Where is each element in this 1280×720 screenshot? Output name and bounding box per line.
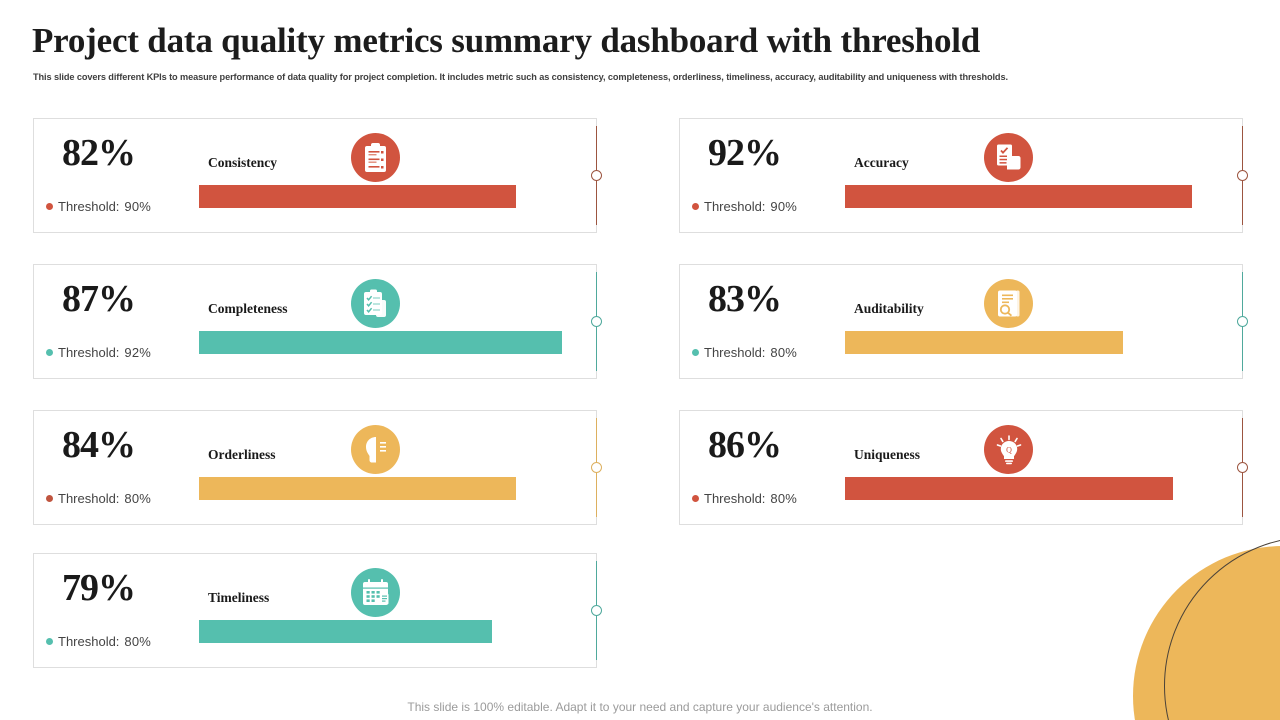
metric-name-label: Orderliness	[208, 447, 276, 462]
threshold-value: 92%	[124, 345, 152, 360]
progress-bar-track	[199, 620, 585, 643]
side-marker-ring	[1237, 462, 1248, 473]
card-side-marker	[590, 126, 604, 225]
metric-percent-value: 82%	[62, 132, 136, 174]
metric-percent-value: 87%	[62, 278, 136, 320]
card-side-marker	[590, 561, 604, 660]
threshold-dot-icon	[46, 203, 53, 210]
page-title: Project data quality metrics summary das…	[32, 21, 981, 60]
threshold-row: Threshold: 80%	[692, 345, 797, 360]
threshold-value: 80%	[770, 491, 798, 506]
progress-bar-track	[845, 331, 1231, 354]
metric-card-auditability[interactable]: 83% Auditability Threshold: 80%	[679, 264, 1243, 379]
progress-bar-track	[845, 185, 1231, 208]
threshold-value: 80%	[124, 634, 152, 649]
metric-card-accuracy[interactable]: 92% Accuracy Threshold: 90%	[679, 118, 1243, 233]
progress-bar-fill	[199, 477, 516, 500]
threshold-row: Threshold: 92%	[46, 345, 151, 360]
side-marker-ring	[591, 605, 602, 616]
threshold-row: Threshold: 80%	[46, 491, 151, 506]
card-side-marker	[590, 418, 604, 517]
threshold-dot-icon	[46, 349, 53, 356]
progress-bar-track	[199, 185, 585, 208]
document-check-icon	[984, 133, 1033, 182]
clipboard-list-icon	[351, 133, 400, 182]
side-marker-ring	[1237, 170, 1248, 181]
progress-bar-track	[845, 477, 1231, 500]
threshold-label: Threshold:	[58, 199, 120, 214]
card-side-marker	[590, 272, 604, 371]
threshold-dot-icon	[692, 203, 699, 210]
card-side-marker	[1236, 418, 1250, 517]
metric-card-timeliness[interactable]: 79% Timeliness Threshold: 80%	[33, 553, 597, 668]
threshold-row: Threshold: 90%	[46, 199, 151, 214]
svg-text:Q: Q	[1006, 445, 1012, 454]
metric-percent-value: 83%	[708, 278, 782, 320]
progress-bar-track	[199, 477, 585, 500]
threshold-label: Threshold:	[704, 345, 766, 360]
metric-name-label: Completeness	[208, 301, 288, 316]
footer-note: This slide is 100% editable. Adapt it to…	[407, 700, 873, 714]
progress-bar-fill	[199, 620, 493, 643]
threshold-dot-icon	[692, 349, 699, 356]
threshold-row: Threshold: 90%	[692, 199, 797, 214]
metric-name-label: Auditability	[854, 301, 924, 316]
metric-name-label: Timeliness	[208, 590, 270, 605]
lightbulb-head-icon	[351, 425, 400, 474]
metric-card-consistency[interactable]: 82% Consistency Threshold: 90%	[33, 118, 597, 233]
threshold-dot-icon	[46, 638, 53, 645]
progress-bar-fill	[845, 185, 1193, 208]
progress-bar-track	[199, 331, 585, 354]
metric-percent-value: 86%	[708, 424, 782, 466]
threshold-value: 80%	[124, 491, 152, 506]
metric-card-completeness[interactable]: 87% Completeness Threshold: 92%	[33, 264, 597, 379]
threshold-label: Threshold:	[704, 199, 766, 214]
audit-report-icon	[984, 279, 1033, 328]
progress-bar-fill	[845, 331, 1123, 354]
threshold-value: 80%	[770, 345, 798, 360]
threshold-label: Threshold:	[704, 491, 766, 506]
side-marker-ring	[1237, 316, 1248, 327]
progress-bar-fill	[199, 185, 516, 208]
metric-percent-value: 92%	[708, 132, 782, 174]
metric-percent-value: 79%	[62, 567, 136, 609]
side-marker-ring	[591, 170, 602, 181]
metric-name-label: Consistency	[208, 155, 278, 170]
threshold-value: 90%	[124, 199, 152, 214]
threshold-dot-icon	[46, 495, 53, 502]
metric-name-label: Uniqueness	[854, 447, 921, 462]
lightbulb-icon: Q	[984, 425, 1033, 474]
side-marker-ring	[591, 462, 602, 473]
threshold-label: Threshold:	[58, 491, 120, 506]
metric-name-label: Accuracy	[854, 155, 909, 170]
threshold-row: Threshold: 80%	[46, 634, 151, 649]
progress-bar-fill	[199, 331, 562, 354]
metric-card-orderliness[interactable]: 84% Orderliness Threshold: 80%	[33, 410, 597, 525]
threshold-dot-icon	[692, 495, 699, 502]
card-side-marker	[1236, 126, 1250, 225]
clipboard-check-icon	[351, 279, 400, 328]
calendar-icon	[351, 568, 400, 617]
metric-card-uniqueness[interactable]: 86% Uniqueness Threshold: 80% Q	[679, 410, 1243, 525]
threshold-row: Threshold: 80%	[692, 491, 797, 506]
threshold-label: Threshold:	[58, 634, 120, 649]
card-side-marker	[1236, 272, 1250, 371]
threshold-value: 90%	[770, 199, 798, 214]
threshold-label: Threshold:	[58, 345, 120, 360]
metric-percent-value: 84%	[62, 424, 136, 466]
side-marker-ring	[591, 316, 602, 327]
page-subtitle: This slide covers different KPIs to meas…	[33, 72, 1008, 82]
progress-bar-fill	[845, 477, 1174, 500]
